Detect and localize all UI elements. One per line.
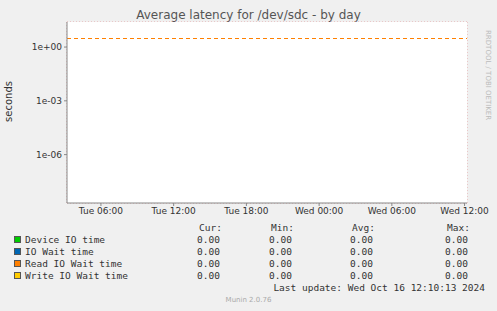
html-text:0.00: 0.00 bbox=[445, 270, 468, 281]
html-text:IO Wait time: IO Wait time bbox=[25, 246, 94, 257]
html-text:Read IO Wait time: Read IO Wait time bbox=[25, 258, 123, 269]
html-text:Cur:: Cur: bbox=[199, 222, 222, 233]
svg-text:Tue 18:00: Tue 18:00 bbox=[223, 206, 268, 215]
html-text:0.00: 0.00 bbox=[269, 246, 292, 257]
svg-text:Wed 12:00: Wed 12:00 bbox=[440, 206, 489, 215]
html-text:0.00: 0.00 bbox=[269, 270, 292, 281]
html-text:Max:: Max: bbox=[447, 222, 470, 233]
svg-text:Wed 06:00: Wed 06:00 bbox=[368, 206, 417, 215]
html-text:0.00: 0.00 bbox=[269, 234, 292, 245]
html-text:Munin 2.0.76: Munin 2.0.76 bbox=[225, 296, 272, 304]
svg-text:Tue 12:00: Tue 12:00 bbox=[151, 206, 196, 215]
svg-text:1e-06: 1e-06 bbox=[36, 150, 62, 160]
html-text:0.00: 0.00 bbox=[197, 234, 220, 245]
html-text:RRDTOOL / TOBI OETIKER: RRDTOOL / TOBI OETIKER bbox=[484, 30, 492, 121]
html-text:Last update: Wed Oct 16 12:10:: Last update: Wed Oct 16 12:10:13 2024 bbox=[273, 282, 485, 293]
svg-text:1e+00: 1e+00 bbox=[32, 42, 63, 52]
html-text:Min:: Min: bbox=[271, 222, 294, 233]
html-text:Device IO time: Device IO time bbox=[25, 234, 106, 245]
html-text:0.00: 0.00 bbox=[445, 234, 468, 245]
html-text:0.00: 0.00 bbox=[197, 246, 220, 257]
html-text:0.00: 0.00 bbox=[197, 258, 220, 269]
html-text:seconds: seconds bbox=[2, 81, 14, 122]
svg-text:1e-03: 1e-03 bbox=[36, 96, 62, 106]
html-text:0.00: 0.00 bbox=[350, 246, 373, 257]
html-text:Write IO Wait time: Write IO Wait time bbox=[25, 270, 128, 281]
html-text:Avg:: Avg: bbox=[352, 222, 375, 233]
html-text:Average latency for /dev/sdc -: Average latency for /dev/sdc - by day bbox=[136, 8, 361, 22]
html-text:0.00: 0.00 bbox=[350, 258, 373, 269]
html-text:0.00: 0.00 bbox=[445, 246, 468, 257]
html-text:0.00: 0.00 bbox=[269, 258, 292, 269]
html-text:0.00: 0.00 bbox=[445, 258, 468, 269]
html-text:0.00: 0.00 bbox=[350, 234, 373, 245]
svg-text:Wed 00:00: Wed 00:00 bbox=[295, 206, 344, 215]
html-text:0.00: 0.00 bbox=[350, 270, 373, 281]
svg-text:Tue 06:00: Tue 06:00 bbox=[78, 206, 123, 215]
html-text:0.00: 0.00 bbox=[197, 270, 220, 281]
